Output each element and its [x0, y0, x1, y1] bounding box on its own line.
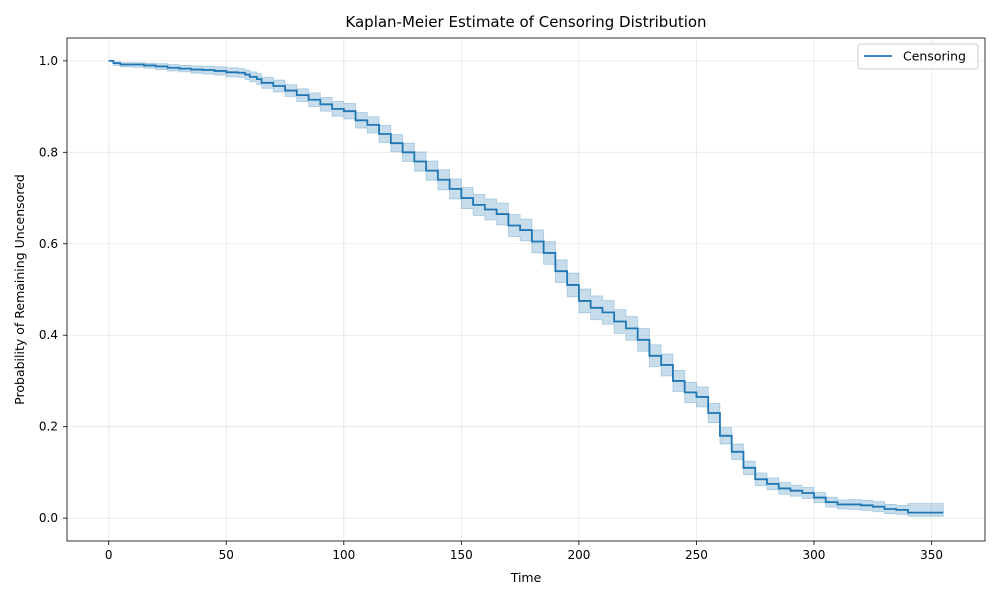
y-tick-label: 0.8 [39, 145, 58, 159]
x-tick-label: 0 [105, 548, 113, 562]
y-axis-label: Probability of Remaining Uncensored [12, 174, 27, 405]
x-tick-label: 100 [332, 548, 355, 562]
y-ticks: 0.0 0.2 0.4 0.6 0.8 1.0 [39, 54, 67, 525]
legend-box [857, 43, 979, 70]
confidence-band [108, 60, 944, 517]
series-lines [108, 59, 944, 514]
y-tick-label: 0.4 [39, 328, 58, 342]
grid [67, 38, 985, 541]
x-tick-label: 50 [219, 548, 234, 562]
y-tick-label: 0.6 [39, 237, 58, 251]
series-line-censoring [108, 59, 944, 514]
x-tick-label: 200 [567, 548, 590, 562]
x-tick-label: 150 [450, 548, 473, 562]
x-ticks: 0 50 100 150 200 250 300 350 [105, 541, 943, 562]
x-tick-label: 300 [803, 548, 826, 562]
chart-title: Kaplan-Meier Estimate of Censoring Distr… [345, 13, 706, 31]
x-tick-label: 350 [920, 548, 943, 562]
x-axis-label: Time [510, 570, 542, 585]
y-tick-label: 0.0 [39, 511, 58, 525]
x-tick-label: 250 [685, 548, 708, 562]
confidence-band-censoring [108, 60, 944, 517]
legend-label-censoring: Censoring [903, 49, 966, 64]
y-tick-label: 0.2 [39, 420, 58, 434]
plot-frame [66, 37, 986, 542]
y-tick-label: 1.0 [39, 54, 58, 68]
legend: Censoring [857, 43, 979, 70]
